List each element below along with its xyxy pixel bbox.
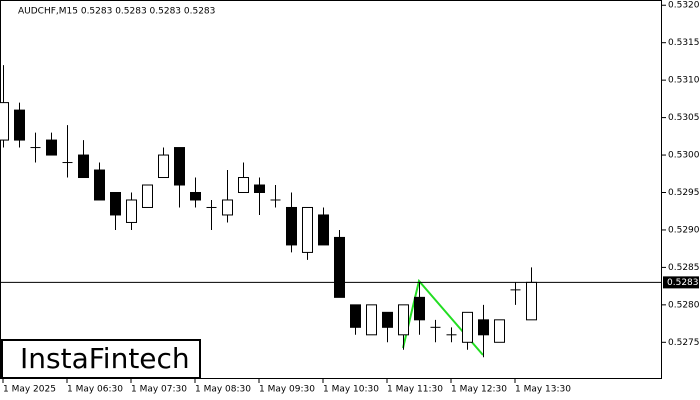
last-price-label: 0.5283 — [667, 278, 699, 288]
candle-body — [94, 169, 105, 201]
y-tick-label: 0.5285 — [668, 263, 700, 273]
chart-title: AUDCHF,M15 0.5283 0.5283 0.5283 0.5283 — [18, 7, 215, 17]
candle-body — [462, 311, 473, 343]
candle-body — [302, 206, 313, 253]
candle-body — [286, 206, 297, 246]
candle-body — [494, 319, 505, 343]
y-tick-label: 0.5300 — [668, 151, 700, 161]
y-tick-label: 0.5320 — [668, 1, 700, 11]
y-tick-label: 0.5290 — [668, 225, 700, 235]
candle-body — [414, 296, 425, 321]
candle-body — [334, 236, 345, 298]
y-tick-label: 0.5305 — [668, 113, 700, 123]
candle-body — [78, 154, 89, 179]
candle-body — [350, 304, 361, 328]
x-tick-label: 1 May 11:30 — [387, 385, 443, 395]
y-tick-label: 0.5280 — [668, 300, 700, 310]
candle-body — [318, 214, 329, 246]
x-tick-label: 1 May 07:30 — [131, 385, 187, 395]
candle-body — [174, 147, 185, 186]
x-tick-label: 1 May 09:30 — [259, 385, 315, 395]
x-tick-label: 1 May 12:30 — [451, 385, 507, 395]
candle-body — [398, 304, 409, 336]
x-tick-label: 1 May 10:30 — [323, 385, 379, 395]
y-tick-label: 0.5315 — [668, 38, 700, 48]
y-tick-label: 0.5310 — [668, 76, 700, 86]
candle-body — [382, 311, 393, 328]
candle-body — [46, 139, 57, 156]
candle-body — [190, 191, 201, 201]
last-price-box — [663, 276, 699, 289]
candle-body — [238, 177, 249, 193]
y-tick-label: 0.5295 — [668, 188, 700, 198]
x-tick-label: 1 May 2025 — [3, 385, 56, 395]
y-tick-label: 0.5275 — [668, 338, 700, 348]
candle-body — [478, 319, 489, 336]
logo: InstaFintech — [20, 342, 190, 375]
candle-body — [254, 184, 265, 193]
candle-body — [158, 154, 169, 179]
x-tick-label: 1 May 06:30 — [67, 385, 123, 395]
x-tick-label: 1 May 13:30 — [515, 385, 571, 395]
plot-frame — [0, 0, 662, 379]
candle-body — [14, 109, 25, 141]
candle-body — [526, 281, 537, 321]
candle-body — [0, 102, 9, 141]
candle-body — [222, 199, 233, 216]
candle-body — [142, 184, 153, 208]
logo-box — [1, 339, 201, 379]
x-tick-label: 1 May 08:30 — [195, 385, 251, 395]
candle-body — [110, 191, 121, 216]
candle-body — [126, 199, 137, 223]
candle-body — [366, 304, 377, 336]
